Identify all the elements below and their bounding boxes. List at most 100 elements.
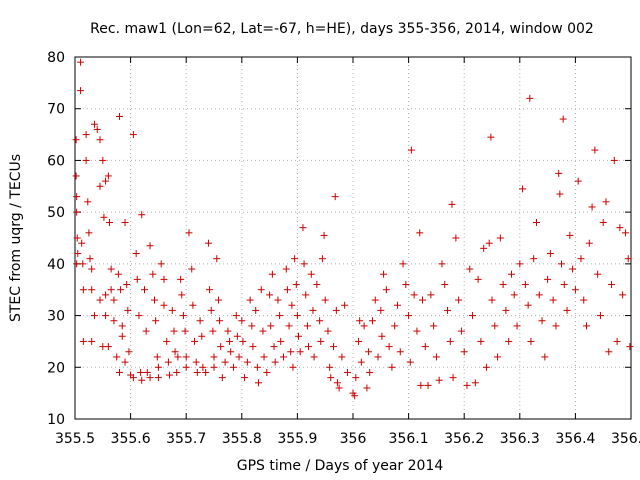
data-point [88, 286, 96, 294]
data-point [421, 343, 429, 351]
data-point [123, 281, 131, 289]
data-point [268, 270, 276, 278]
data-point [532, 218, 540, 226]
data-point [72, 172, 80, 180]
data-point [374, 353, 382, 361]
data-point [410, 291, 418, 299]
data-point [163, 337, 171, 345]
data-point [206, 286, 214, 294]
data-point [363, 384, 371, 392]
data-point [574, 177, 582, 185]
data-point [378, 332, 386, 340]
data-point [507, 270, 515, 278]
data-point [588, 203, 596, 211]
data-point [427, 291, 435, 299]
data-point [133, 275, 141, 283]
data-point [79, 337, 87, 345]
data-point [277, 337, 285, 345]
data-point [218, 374, 226, 382]
data-point [351, 392, 359, 400]
data-point [449, 374, 457, 382]
data-point [85, 229, 93, 237]
data-point [115, 112, 123, 120]
data-point [552, 322, 560, 330]
data-point [555, 169, 563, 177]
data-point [621, 229, 629, 237]
data-point [121, 358, 129, 366]
data-point [193, 368, 201, 376]
data-point [280, 353, 287, 361]
data-point [182, 353, 190, 361]
data-point [516, 260, 524, 268]
data-point [624, 255, 632, 263]
data-point [246, 296, 254, 304]
data-point [79, 286, 87, 294]
data-point [142, 327, 150, 335]
data-point [259, 327, 267, 335]
data-point [235, 353, 243, 361]
data-point [330, 343, 338, 351]
data-point [366, 368, 374, 376]
data-point [88, 337, 96, 345]
data-point [160, 275, 168, 283]
data-point [72, 136, 80, 144]
data-point [270, 343, 278, 351]
y-tick-label: 50 [47, 205, 65, 221]
data-point [380, 270, 388, 278]
data-point [214, 296, 222, 304]
data-point [227, 348, 235, 356]
data-point [138, 211, 146, 219]
data-point [178, 291, 186, 299]
data-point [151, 296, 159, 304]
x-tick-label: 356.3 [500, 431, 540, 447]
data-point [313, 281, 321, 289]
data-point [616, 224, 624, 232]
data-point [257, 286, 265, 294]
data-point [474, 275, 482, 283]
data-point [254, 379, 262, 387]
data-point [524, 301, 532, 309]
data-point [110, 296, 118, 304]
data-point [300, 260, 308, 268]
data-point [455, 296, 463, 304]
data-point [521, 281, 529, 289]
data-point [382, 286, 390, 294]
data-point [170, 327, 178, 335]
data-point [352, 374, 360, 382]
data-point [73, 193, 81, 201]
data-point [77, 87, 85, 95]
data-point [157, 260, 165, 268]
y-tick-label: 40 [47, 257, 65, 273]
data-point [583, 322, 591, 330]
data-point [577, 255, 585, 263]
data-point [416, 229, 424, 237]
data-point [274, 296, 282, 304]
data-point [438, 260, 446, 268]
data-point [241, 374, 249, 382]
data-point [331, 193, 339, 201]
data-point [357, 358, 365, 366]
data-point [341, 301, 349, 309]
data-point [405, 312, 413, 320]
data-point [185, 229, 193, 237]
data-point [141, 286, 148, 294]
data-point [559, 115, 567, 123]
data-point [152, 317, 160, 325]
data-point [232, 312, 240, 320]
data-point [82, 131, 90, 139]
data-point [413, 327, 421, 335]
data-point [309, 306, 317, 314]
data-point [333, 379, 341, 387]
data-point [154, 374, 162, 382]
data-point [549, 296, 557, 304]
data-point [356, 317, 364, 325]
data-point [499, 281, 507, 289]
data-points [72, 58, 634, 400]
data-point [566, 231, 574, 239]
data-point [129, 374, 137, 382]
data-point [226, 337, 234, 345]
data-point [526, 94, 534, 102]
data-point [86, 255, 94, 263]
x-tick-label: 355.5 [55, 431, 95, 447]
data-point [192, 358, 200, 366]
